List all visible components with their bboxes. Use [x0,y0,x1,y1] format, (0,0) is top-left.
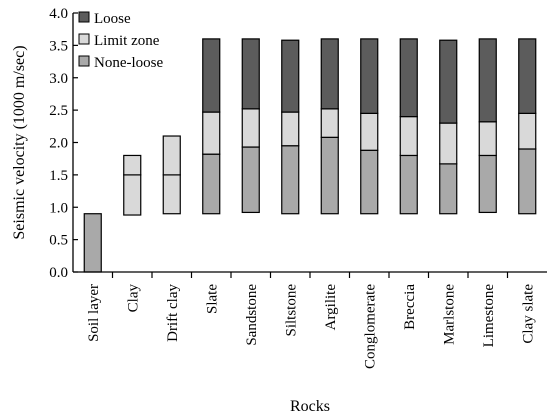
y-tick-label: 4.0 [49,6,68,22]
bar-segment-limit-zone [478,121,497,157]
x-tick-label: Sandstone [244,284,260,346]
bar-segment-loose [241,38,260,110]
bar-segment-limit-zone [281,111,300,147]
bar-segment-loose [439,39,458,124]
x-tick-label: Drift clay [165,284,181,342]
legend-label: Limit zone [94,33,160,49]
bar-segment-limit-zone [162,135,181,176]
y-tick-label: 1.0 [49,200,68,216]
legend-label: Loose [94,11,131,27]
y-tick-label: 3.0 [49,71,68,87]
bar-segment-limit-zone [241,108,260,148]
x-tick-label: Marlstone [441,284,457,345]
y-tick-label: 0.0 [49,265,68,281]
bar-segment-loose [399,38,418,118]
legend-swatch [78,55,90,67]
y-tick-label: 0.5 [49,233,68,249]
y-axis-title: Seismic velocity (1000 m/sec) [11,45,28,239]
y-tick-label: 1.5 [49,168,68,184]
bar-segment-limit-zone [320,108,339,138]
bar-segment-loose [360,38,379,114]
x-tick-label: Siltstone [283,284,299,337]
legend: Loose Limit zone None-loose [78,11,163,71]
bar-segment-loose [518,38,537,114]
bar-segment-limit-zone [518,112,537,150]
bar-segment-none-loose [241,146,260,214]
bar-segment-limit-zone [399,115,418,157]
x-tick-label: Conglomerate [362,284,378,369]
bar-segment-none-loose [399,154,418,215]
bar-segment-loose [202,38,221,113]
bar-segment-none-loose [83,213,102,273]
x-tick-label: Argilite [323,284,339,331]
y-tick-label: 2.5 [49,103,68,119]
x-tick-label: Breccia [402,284,418,330]
x-tick-label: Clay [125,284,141,313]
x-tick-label: Limestone [481,284,497,348]
bar-segment-none-loose [360,149,379,215]
x-tick-label: Slate [204,284,220,314]
x-axis-title: Rocks [290,398,330,415]
bar-segment-loose [320,38,339,110]
x-ticks: Soil layer Clay Drift clay Slate Sandstone Si… [86,272,536,369]
y-tick-label: 3.5 [49,38,68,54]
bar-segment-limit-zone [202,111,221,155]
legend-swatch [78,11,90,23]
legend-swatch [78,33,90,45]
bar-segment-loose [478,38,497,123]
bar-segment-none-loose [518,148,537,215]
bar-segment-limit-zone [439,122,458,165]
bar-segment-limit-zone [123,174,142,216]
x-tick-label: Clay slate [520,284,536,344]
x-tick-label: Soil layer [86,284,102,342]
bar-segment-none-loose [320,136,339,215]
bar-segment-none-loose [439,163,458,215]
bar-segment-limit-zone [360,112,379,151]
bar-segment-loose [281,39,300,113]
bar-segment-none-loose [478,154,497,214]
bar-segment-limit-zone [123,154,142,176]
y-ticks: 0.0 0.5 1.0 1.5 2.0 2.5 3.0 3.5 4.0 [49,6,78,281]
bar-segment-none-loose [202,153,221,215]
legend-label: None-loose [94,55,163,71]
bar-segment-limit-zone [162,174,181,215]
bar-segment-none-loose [281,145,300,215]
bars-layer [83,38,537,273]
y-tick-label: 2.0 [49,136,68,152]
